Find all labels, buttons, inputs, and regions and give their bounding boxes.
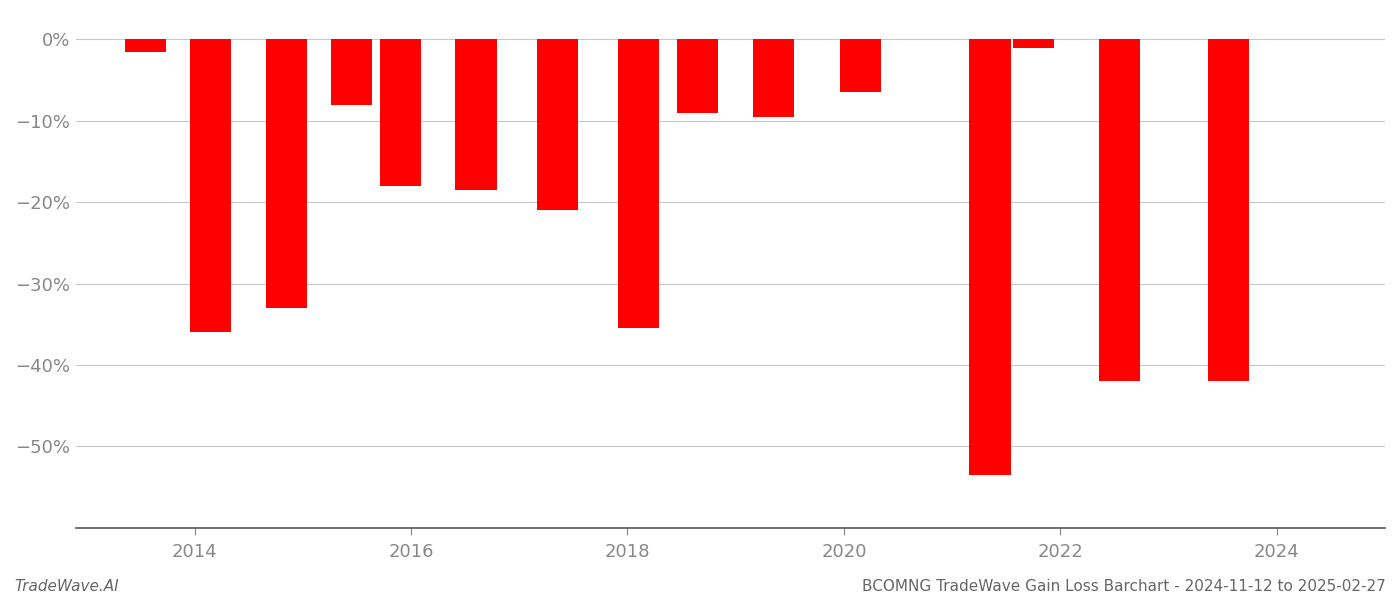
- Bar: [1012, 40, 1054, 47]
- Bar: [617, 40, 659, 328]
- Text: BCOMNG TradeWave Gain Loss Barchart - 2024-11-12 to 2025-02-27: BCOMNG TradeWave Gain Loss Barchart - 20…: [862, 579, 1386, 594]
- Bar: [1099, 40, 1141, 381]
- Bar: [126, 40, 167, 52]
- Bar: [536, 40, 578, 211]
- Bar: [969, 40, 1011, 475]
- Bar: [330, 40, 372, 104]
- Bar: [840, 40, 881, 92]
- Bar: [1208, 40, 1249, 381]
- Bar: [455, 40, 497, 190]
- Text: TradeWave.AI: TradeWave.AI: [14, 579, 119, 594]
- Bar: [753, 40, 794, 117]
- Bar: [190, 40, 231, 332]
- Bar: [379, 40, 421, 186]
- Bar: [266, 40, 307, 308]
- Bar: [678, 40, 718, 113]
